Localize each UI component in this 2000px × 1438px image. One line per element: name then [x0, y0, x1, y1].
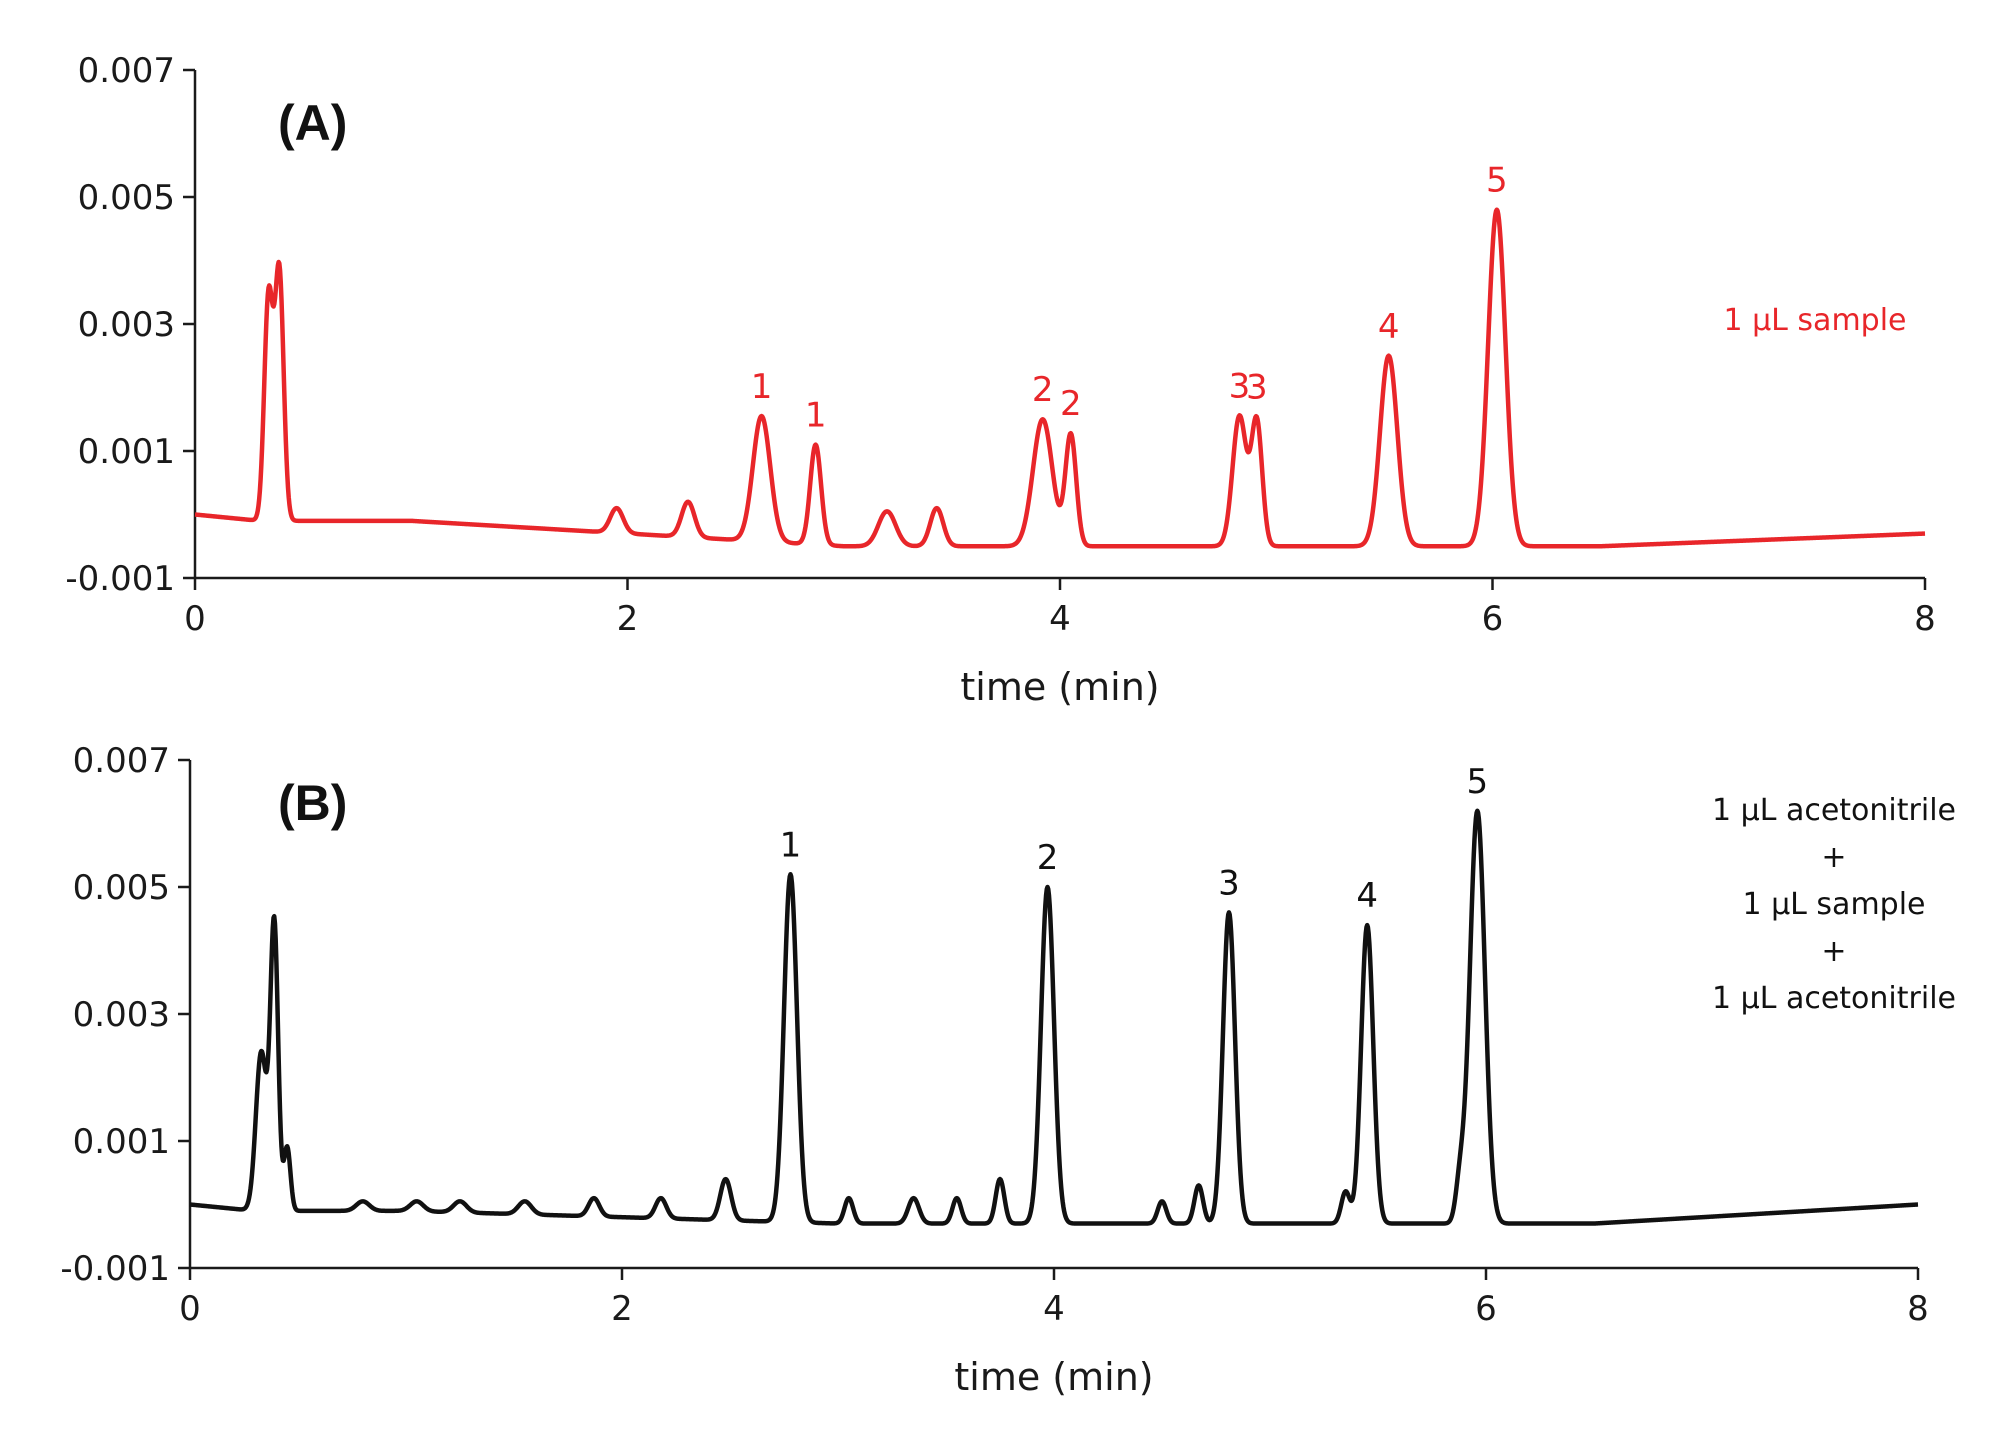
peak-label: 3	[1218, 863, 1240, 903]
annotation-line: 1 µL acetonitrile	[1712, 793, 1956, 828]
chromatogram-trace	[188, 808, 1920, 1226]
peak-label: 1	[780, 825, 802, 865]
annotation-line: +	[1821, 934, 1846, 969]
peak-label: 1	[805, 396, 827, 436]
y-tick-label: 0.005	[78, 178, 175, 218]
peak-label: 5	[1467, 762, 1489, 802]
y-tick-label: -0.001	[60, 1249, 170, 1289]
peak-label: 2	[1032, 370, 1054, 410]
x-axis-label: time (min)	[954, 1355, 1153, 1399]
x-tick-label: 6	[1482, 599, 1504, 639]
panel-a: -0.001 0.001 0.003 0.005 0.007 0 2 4 6 8 time (min…	[65, 51, 1935, 709]
x-axis-label: time (min)	[960, 665, 1159, 709]
annotation-line: 1 µL acetonitrile	[1712, 981, 1956, 1016]
x-tick-label: 2	[611, 1289, 633, 1329]
peak-label: 4	[1378, 307, 1400, 347]
x-tick-label: 0	[179, 1289, 201, 1329]
peak-label: 1	[751, 367, 773, 407]
panel-b: -0.001 0.001 0.003 0.005 0.007 0 2 4 6 8 time (min…	[60, 741, 1956, 1399]
peak-label: 2	[1060, 384, 1082, 424]
x-tick-label: 8	[1907, 1289, 1929, 1329]
peak-label: 5	[1486, 161, 1508, 201]
peak-label: 4	[1356, 876, 1378, 916]
annotation-line: 1 µL sample	[1742, 887, 1925, 922]
y-tick-label: 0.007	[73, 741, 170, 781]
x-tick-label: 8	[1914, 599, 1936, 639]
x-tick-label: 4	[1049, 599, 1071, 639]
x-tick-label: 6	[1475, 1289, 1497, 1329]
x-tick-label: 0	[184, 599, 206, 639]
peak-label: 2	[1037, 838, 1059, 878]
annotation-line: 1 µL sample	[1723, 303, 1906, 338]
x-tick-label: 2	[617, 599, 639, 639]
peak-label: 3	[1246, 368, 1268, 408]
y-tick-label: 0.005	[73, 868, 170, 908]
annotation-line: +	[1821, 840, 1846, 875]
x-tick-label: 4	[1043, 1289, 1065, 1329]
y-tick-label: 0.003	[73, 995, 170, 1035]
panel-label: (B)	[278, 775, 347, 831]
y-tick-label: 0.001	[73, 1122, 170, 1162]
y-tick-label: 0.003	[78, 305, 175, 345]
chromatogram-trace	[193, 207, 1927, 549]
peak-label: 3	[1229, 366, 1251, 406]
y-tick-label: -0.001	[65, 559, 175, 599]
y-tick-label: 0.001	[78, 432, 175, 472]
y-tick-label: 0.007	[78, 51, 175, 91]
panel-label: (A)	[278, 95, 347, 151]
